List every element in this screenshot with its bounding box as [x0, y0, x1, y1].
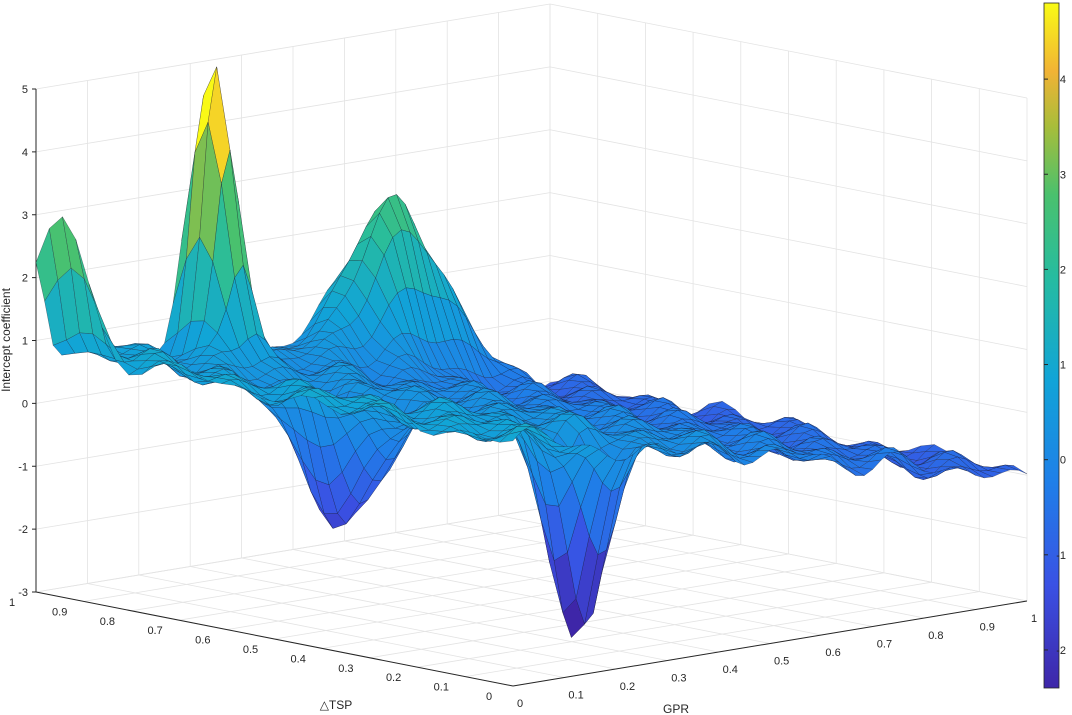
floor-gridline	[447, 523, 925, 619]
tsp-tick-label: 0.3	[338, 663, 353, 675]
tsp-tick-label: 0.6	[195, 635, 210, 647]
z-tick-label: 1	[22, 336, 28, 348]
surface-face	[499, 430, 523, 443]
colorbar-tick-label: -2	[1056, 645, 1066, 657]
tsp-tick-label: 0.4	[291, 653, 306, 665]
tsp-axis-line	[35, 591, 514, 687]
gpr-tick-label: 0	[517, 698, 523, 710]
back-wall-gridline	[35, 192, 551, 279]
gpr-axis-line	[512, 600, 1028, 687]
tsp-axis-label: △TSP	[320, 698, 353, 712]
side-wall-gridline	[549, 506, 1028, 602]
gpr-tick-labels: 0 0.1 0.2 0.3 0.4 0.5 0.6 0.7 0.8 0.9 1	[517, 613, 1037, 710]
gpr-tick-label: 0.2	[620, 681, 635, 693]
tsp-tick-label: 0.9	[52, 606, 67, 618]
floor-gridline	[274, 553, 789, 640]
floor-gridline	[83, 516, 598, 602]
gpr-tick-label: 0.3	[671, 673, 686, 685]
gpr-tick-label: 0.8	[928, 630, 943, 642]
floor-gridline	[226, 544, 741, 630]
tsp-tick-label: 0.1	[434, 682, 449, 694]
gpr-tick-label: 1	[1031, 613, 1037, 625]
back-wall-gridline	[35, 66, 551, 153]
z-tick-label: 0	[22, 398, 28, 410]
colorbar-tick-label: 2	[1060, 264, 1066, 276]
gpr-axis-label: GPR	[663, 702, 689, 715]
z-tick-label: -3	[18, 587, 28, 599]
side-wall-gridline	[549, 317, 1028, 413]
tsp-tick-label: 0.5	[243, 644, 258, 656]
colorbar-tick-label: 3	[1060, 169, 1066, 181]
gpr-tick-label: 0.5	[774, 656, 789, 668]
colorbar-tick-label: 0	[1060, 455, 1066, 467]
colorbar	[1043, 2, 1060, 689]
back-wall-gridline	[35, 255, 551, 341]
gpr-tick-label: 0.7	[877, 639, 892, 651]
z-tick-labels: -3 -2 -1 0 1 2 3 4 5	[18, 84, 36, 599]
colorbar-tick-labels: 4 3 2 1 0 -1 -2	[1044, 74, 1066, 657]
side-wall-gridline	[549, 192, 1028, 288]
back-wall-gridline	[35, 443, 551, 530]
colorbar-tick-label: 1	[1060, 360, 1066, 372]
floor-gridline	[395, 532, 873, 627]
side-wall-gridline	[549, 129, 1028, 225]
gpr-tick-label: 0.9	[980, 622, 995, 634]
back-wall-gridline	[35, 506, 551, 593]
tsp-tick-labels: 0 0.1 0.2 0.3 0.4 0.5 0.6 0.7 0.8 0.9 1	[9, 597, 492, 703]
tsp-tick-label: 0	[486, 691, 492, 703]
back-wall-gridline	[35, 3, 551, 90]
side-wall-gridline	[549, 255, 1028, 350]
tsp-tick-label: 0.8	[100, 616, 115, 628]
z-axis-label: Intercept coefficient	[0, 287, 13, 392]
side-wall-gridline	[549, 3, 1028, 99]
z-tick-label: 3	[22, 210, 28, 222]
z-tick-label: -2	[18, 524, 28, 536]
colorbar-tick-label: -1	[1056, 550, 1066, 562]
tsp-tick-label: 0.7	[147, 625, 162, 637]
side-wall-gridline	[549, 66, 1028, 162]
z-tick-label: 2	[22, 273, 28, 285]
gpr-tick-label: 0.6	[825, 647, 840, 659]
gpr-tick-label: 0.4	[723, 664, 738, 676]
surface-mesh	[35, 66, 1028, 638]
z-tick-label: -1	[18, 461, 28, 473]
tsp-tick-label: 1	[9, 597, 15, 609]
z-tick-label: 5	[22, 84, 28, 96]
tsp-tick-label: 0.2	[386, 672, 401, 684]
colorbar-tick-label: 4	[1060, 74, 1066, 86]
gpr-tick-label: 0.1	[568, 690, 583, 702]
back-wall-gridline	[35, 129, 551, 216]
z-tick-label: 4	[22, 147, 28, 159]
